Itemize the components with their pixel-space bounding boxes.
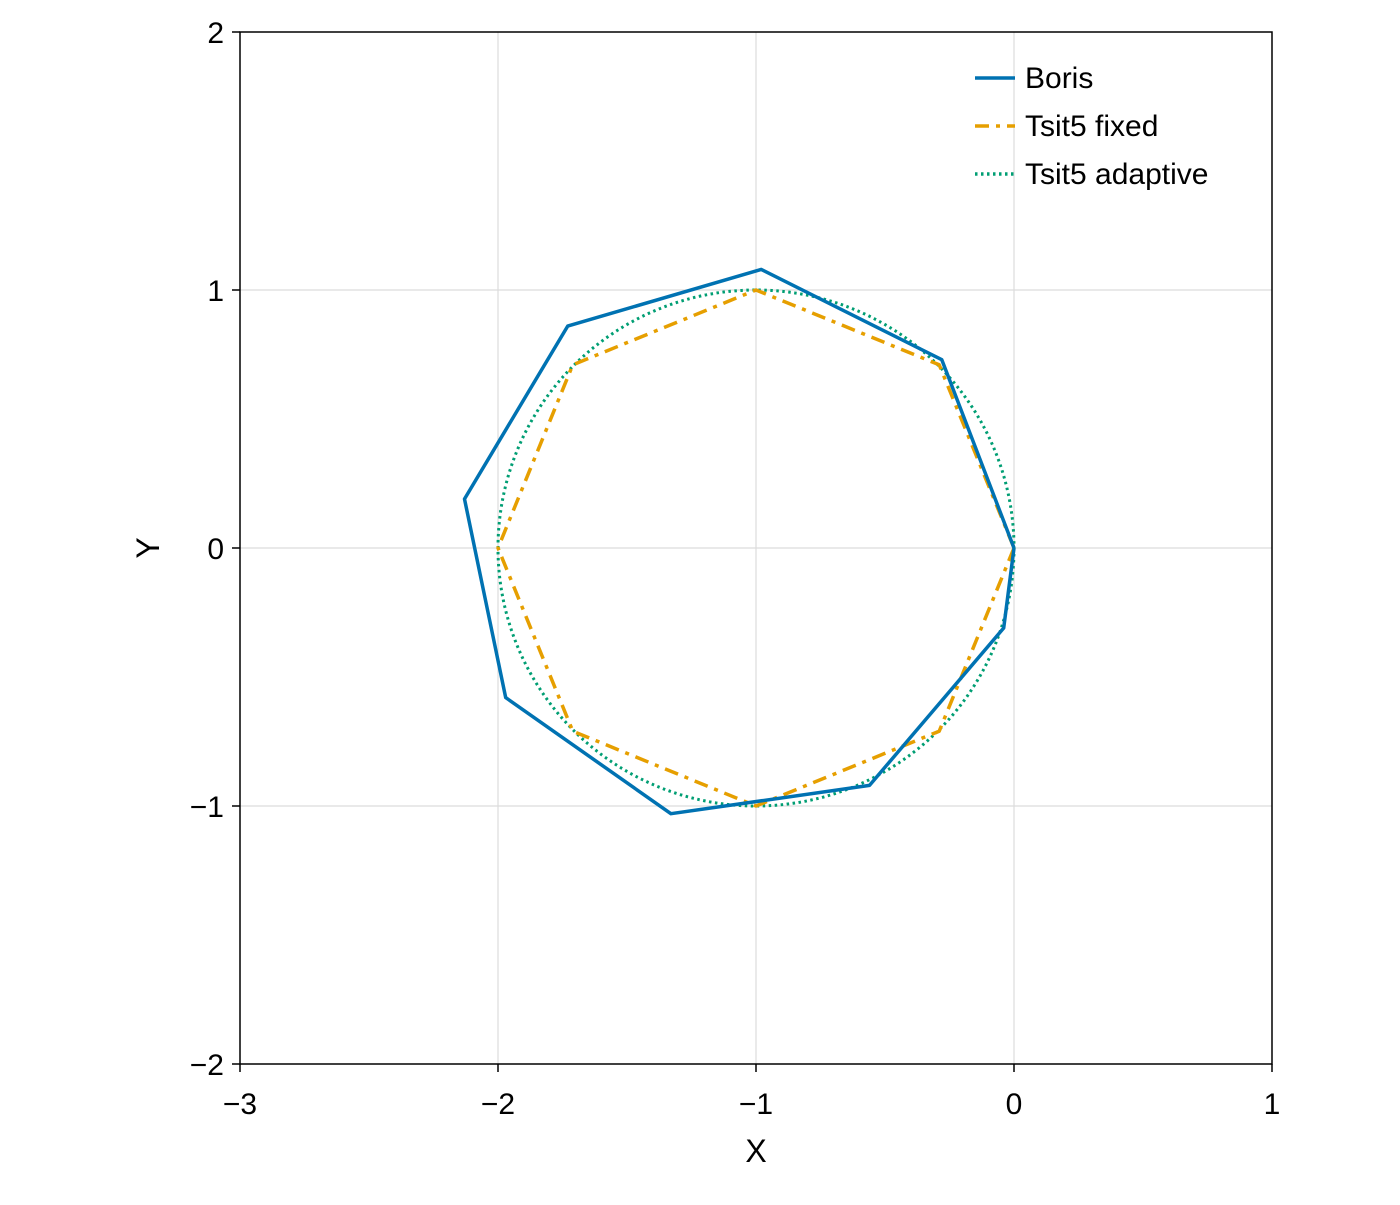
legend-item: Tsit5 fixed [975,110,1158,143]
y-tick-label: 2 [207,17,224,50]
legend-label: Tsit5 fixed [1025,110,1158,143]
legend-item: Boris [975,62,1093,95]
x-tick-label: 0 [1006,1088,1023,1121]
y-axis-title: Y [130,537,166,558]
y-tick-label: −2 [190,1049,224,1082]
axis-ticks: −3 −2 −1 0 1 −2 −1 0 1 2 [190,17,1281,1121]
x-axis-title: X [745,1133,766,1169]
x-tick-label: −1 [739,1088,773,1121]
y-tick-label: 1 [207,275,224,308]
series-boris [462,267,1016,816]
x-tick-label: 1 [1264,1088,1281,1121]
legend-label: Boris [1025,62,1093,95]
legend-label: Tsit5 adaptive [1025,158,1208,191]
y-tick-label: −1 [190,791,224,824]
plot-series [462,267,1016,816]
x-tick-label: −3 [223,1088,257,1121]
x-tick-label: −2 [481,1088,515,1121]
y-tick-label: 0 [207,533,224,566]
legend: Boris Tsit5 fixed Tsit5 adaptive [975,62,1208,191]
series-tsit5-fixed [496,288,1016,808]
legend-item: Tsit5 adaptive [975,158,1208,191]
